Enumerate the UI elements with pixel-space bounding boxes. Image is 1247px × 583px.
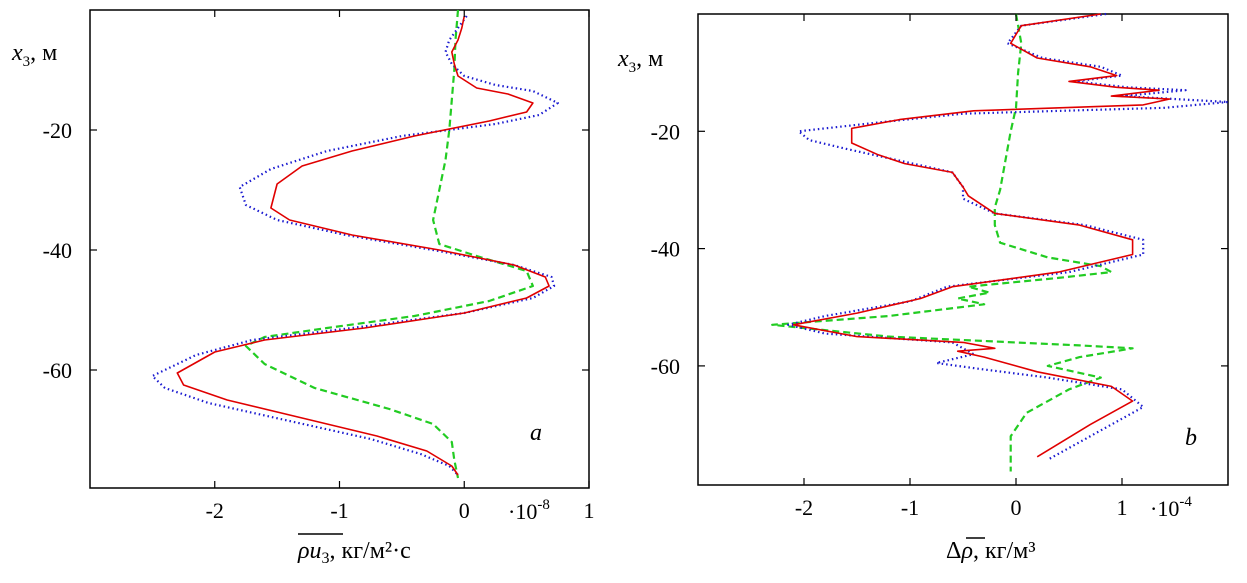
panel-a-x-tick-label: 0	[459, 498, 470, 523]
panel-a-x-tick-label: -2	[206, 498, 224, 523]
panel-a-x-tick-label: 1	[584, 498, 595, 523]
panel-a-x-ticks: -2 -1 0 1	[206, 10, 595, 523]
panel-a-y-ticks: -20 -40 -60	[43, 118, 589, 383]
panel-b-label: b	[1185, 425, 1197, 451]
panel-a-x-multiplier: ·10-8	[508, 497, 550, 524]
panel-b-x-tick-label: 1	[1117, 495, 1128, 520]
panel-b-x-tick-label: -2	[795, 495, 813, 520]
panel-b-series	[771, 12, 1230, 472]
panel-a-label: a	[530, 420, 542, 446]
panel-a-series	[151, 9, 559, 479]
panel-b-y-ticks: -20 -40 -60	[651, 119, 1228, 379]
panel-b-y-tick-label: -20	[651, 119, 680, 144]
panel-a-series-red-solid	[176, 15, 550, 476]
panel-b-y-tick-label: -40	[651, 237, 680, 262]
panel-b-x-tick-label: 0	[1011, 495, 1022, 520]
panel-b-x-multiplier: ·10-4	[1150, 494, 1192, 521]
panel-a-y-tick-label: -40	[43, 238, 72, 263]
panel-b-x-ticks: -2 -1 0 1	[795, 14, 1128, 520]
panel-b-series-blue-dotted	[787, 12, 1230, 461]
panel-a-x-label: ρu3, кг/м²·с	[297, 538, 411, 567]
panel-a-series-blue-dotted	[151, 15, 559, 476]
panel-a-y-label: x3, м	[11, 40, 57, 70]
panel-b-x-tick-label: -1	[901, 495, 919, 520]
panel-b-frame	[697, 13, 1229, 486]
panel-a-frame	[89, 9, 590, 489]
panel-a-y-tick-label: -60	[43, 358, 72, 383]
panel-b-x-label: Δρ, кг/м³	[946, 538, 1036, 564]
panel-b-y-label: x3, м	[617, 46, 663, 76]
panel-a-series-green-dashed	[244, 9, 534, 479]
panel-b-y-tick-label: -60	[651, 354, 680, 379]
panel-a: -2 -1 0 1 -20 -40 -60 a ·10-8 x3, м ρu3, кг/м…	[11, 9, 595, 567]
panel-a-y-tick-label: -20	[43, 118, 72, 143]
panel-b-series-green-dashed	[771, 13, 1134, 472]
panel-b: -2 -1 0 1 -20 -40 -60 b ·10-4 x3, м Δρ, кг/м³	[617, 12, 1230, 564]
panel-b-series-red-solid	[792, 13, 1171, 458]
panel-a-x-tick-label: -1	[330, 498, 348, 523]
